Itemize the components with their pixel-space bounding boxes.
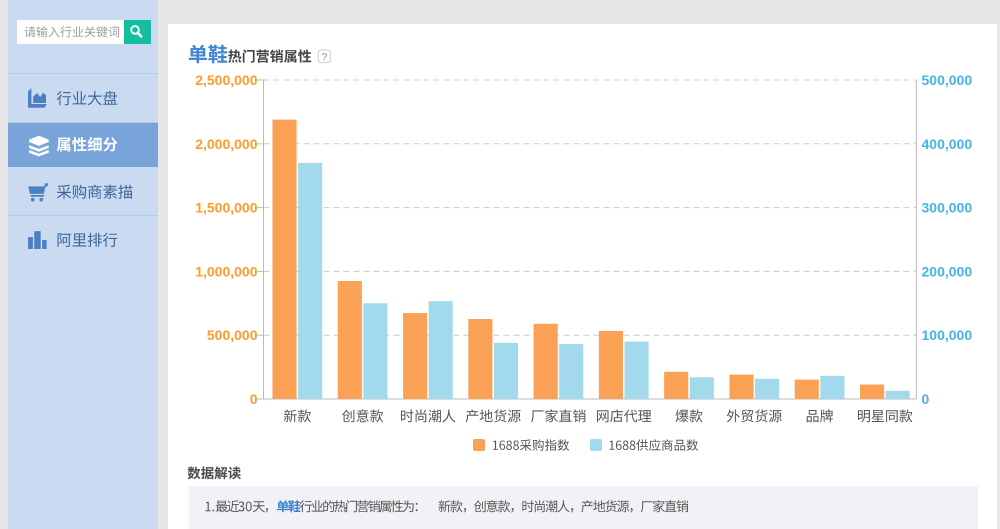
- svg-text:200,000: 200,000: [922, 263, 973, 279]
- svg-text:1,000,000: 1,000,000: [195, 263, 257, 279]
- svg-text:2,500,000: 2,500,000: [195, 72, 257, 88]
- svg-text:100,000: 100,000: [922, 327, 973, 343]
- svg-text:2,000,000: 2,000,000: [195, 136, 257, 152]
- svg-text:500,000: 500,000: [207, 327, 258, 343]
- svg-text:0: 0: [250, 391, 258, 407]
- svg-text:300,000: 300,000: [922, 200, 973, 216]
- svg-text:500,000: 500,000: [922, 72, 973, 88]
- svg-text:0: 0: [922, 391, 930, 407]
- svg-text:?: ?: [321, 51, 327, 63]
- svg-text:400,000: 400,000: [922, 136, 973, 152]
- svg-text:1,500,000: 1,500,000: [195, 200, 257, 216]
